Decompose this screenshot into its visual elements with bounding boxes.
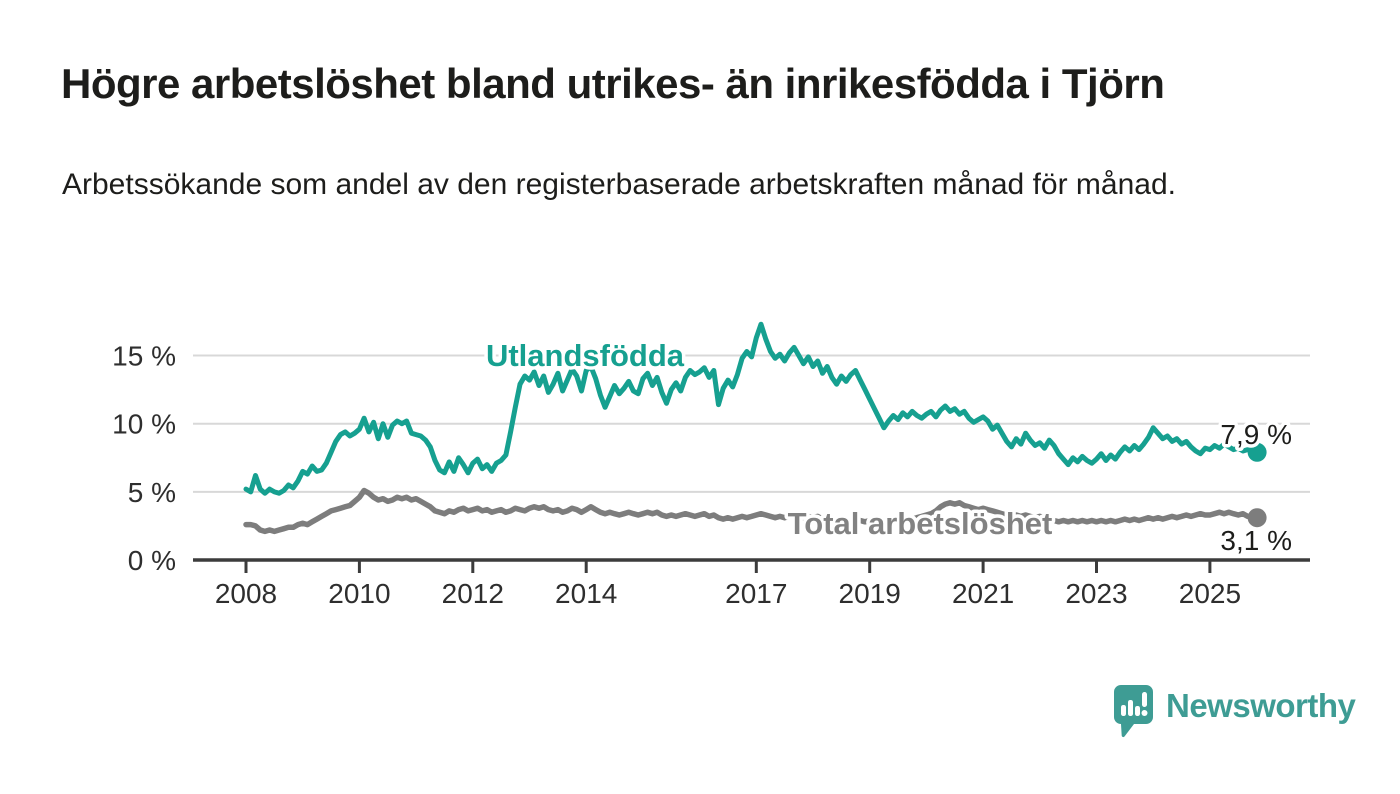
series-line-utlandsfodda: [243, 321, 1260, 496]
x-tick-label-2010: 2010: [328, 578, 390, 609]
y-tick-label-0pct: 0 %: [128, 545, 176, 576]
x-tick-label-2019: 2019: [839, 578, 901, 609]
x-tick-label-2025: 2025: [1179, 578, 1241, 609]
end-value-label-utlandsfodda: 7,9 %: [1220, 419, 1292, 450]
series-label-total: Total arbetslöshet: [788, 506, 1053, 541]
y-tick-label-5pct: 5 %: [128, 477, 176, 508]
x-tick-label-2021: 2021: [952, 578, 1014, 609]
y-tick-label-15pct: 15 %: [112, 341, 176, 372]
series-end-dot-total: [1247, 508, 1267, 528]
page-subtitle: Arbetssökande som andel av den registerb…: [62, 168, 1176, 201]
page-title: Högre arbetslöshet bland utrikes- än inr…: [61, 60, 1165, 107]
newsworthy-logo-icon: [1113, 684, 1154, 743]
series-line-total: [243, 487, 1260, 535]
x-tick-label-2023: 2023: [1065, 578, 1127, 609]
end-value-label-total: 3,1 %: [1220, 525, 1292, 556]
x-tick-label-2012: 2012: [442, 578, 504, 609]
y-tick-label-10pct: 10 %: [112, 409, 176, 440]
series-end-dot-utlandsfodda: [1247, 442, 1267, 462]
x-tick-label-2008: 2008: [215, 578, 277, 609]
brand-name: Newsworthy: [1166, 687, 1356, 724]
series-label-utlandsfodda: Utlandsfödda: [486, 338, 685, 373]
x-tick-label-2014: 2014: [555, 578, 617, 609]
brand-footer: Newsworthy: [1113, 684, 1356, 743]
x-tick-label-2017: 2017: [725, 578, 787, 609]
